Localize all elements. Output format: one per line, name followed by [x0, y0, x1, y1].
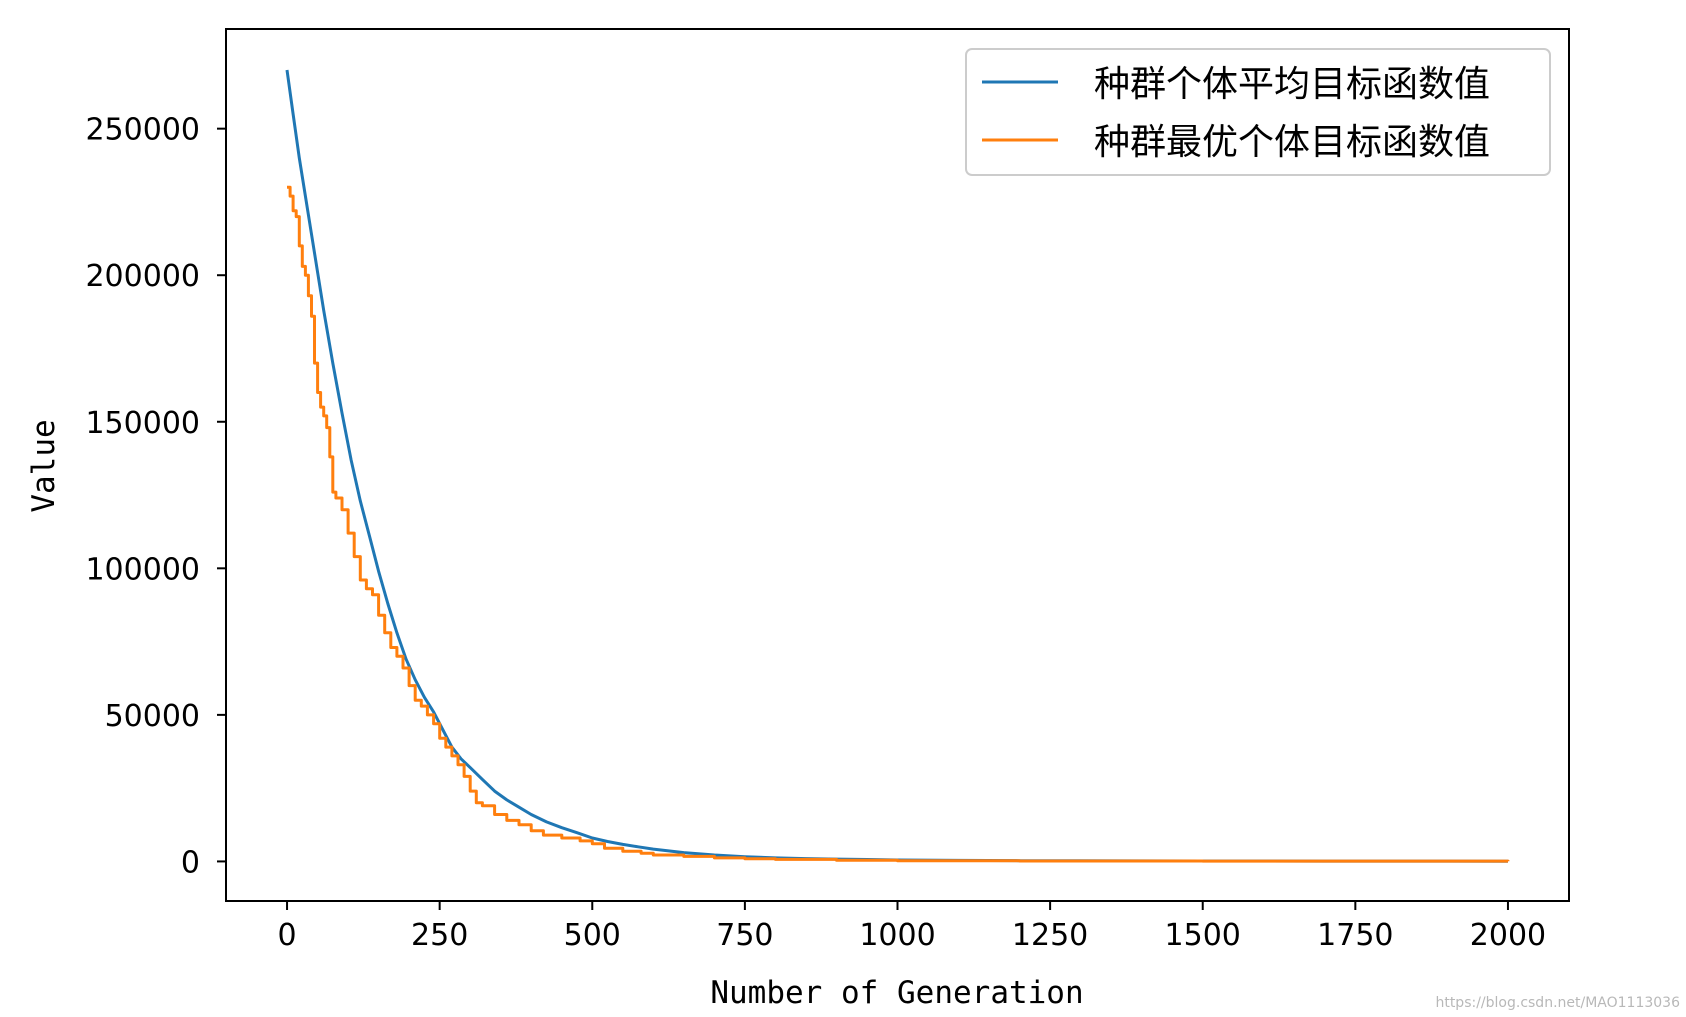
y-tick-label: 150000 — [85, 406, 200, 441]
legend: 种群个体平均目标函数值 种群最优个体目标函数值 — [965, 48, 1551, 176]
x-tick-label: 1500 — [1165, 918, 1241, 953]
x-tick-label: 250 — [411, 918, 468, 953]
y-tick-label: 200000 — [85, 259, 200, 294]
x-tick-label: 2000 — [1470, 918, 1546, 953]
watermark: https://blog.csdn.net/MAO1113036 — [1435, 995, 1680, 1011]
series-line-best — [287, 185, 1510, 863]
x-tick-label: 1000 — [859, 918, 935, 953]
legend-label-best: 种群最优个体目标函数值 — [1094, 122, 1490, 163]
x-tick-label: 0 — [277, 918, 296, 953]
y-tick-label: 100000 — [85, 552, 200, 587]
x-tick-label: 1250 — [1012, 918, 1088, 953]
x-axis-title: Number of Generation — [710, 975, 1083, 1011]
y-axis: 0 50000 100000 150000 200000 250000 — [85, 113, 226, 880]
y-tick-label: 50000 — [105, 699, 200, 734]
y-tick-label: 250000 — [85, 113, 200, 148]
series-layer — [285, 69, 1510, 863]
x-axis: 0 250 500 750 1000 1250 1500 1750 2000 — [277, 901, 1546, 953]
legend-box — [965, 48, 1551, 176]
x-tick-label: 500 — [564, 918, 621, 953]
y-axis-title: Value — [26, 419, 62, 512]
x-tick-label: 1750 — [1317, 918, 1393, 953]
x-tick-label: 750 — [716, 918, 773, 953]
legend-label-average: 种群个体平均目标函数值 — [1094, 64, 1490, 105]
y-tick-label: 0 — [181, 845, 200, 880]
